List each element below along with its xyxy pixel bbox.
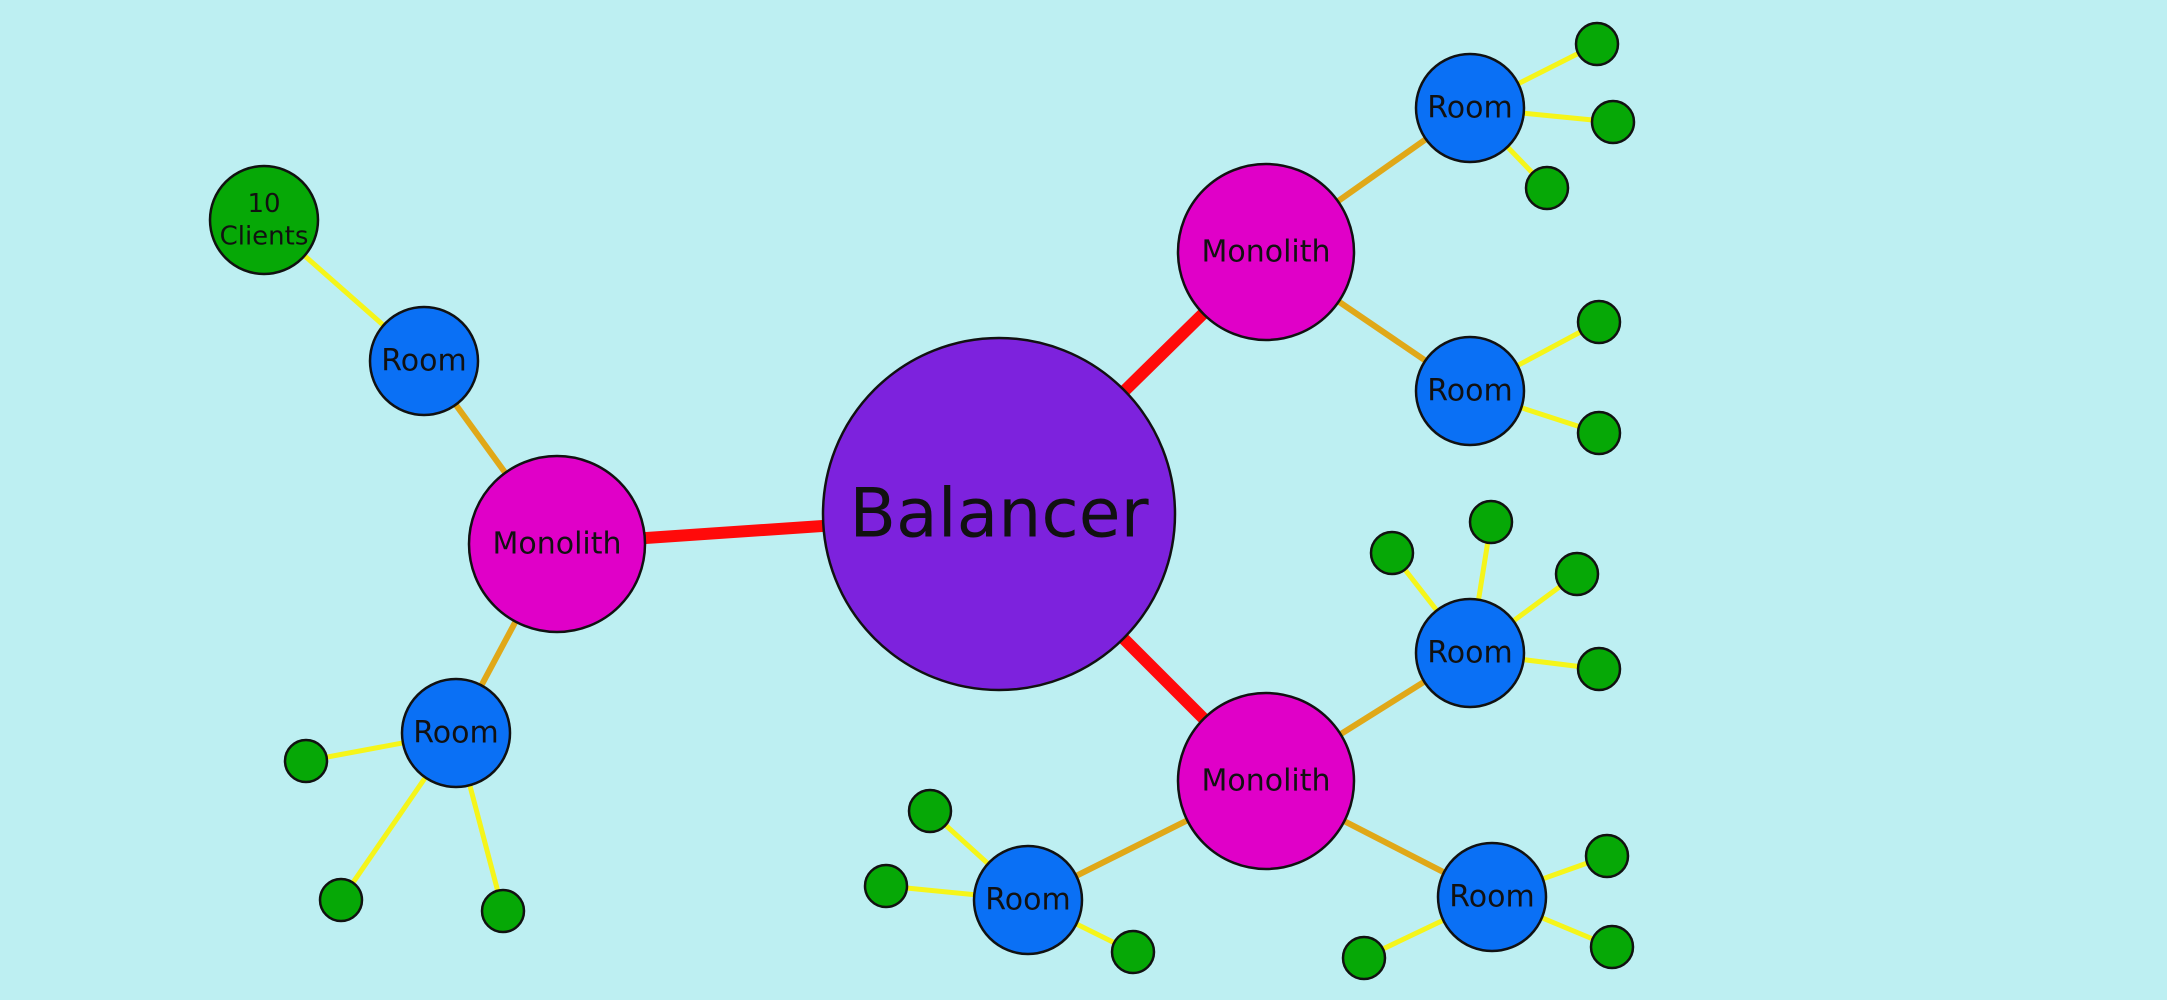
client-node <box>1590 99 1636 145</box>
client-circle <box>480 888 526 934</box>
room-circle <box>1414 335 1526 447</box>
client-node <box>1524 165 1570 211</box>
room-label: Room <box>985 883 1070 918</box>
client-circle <box>318 877 364 923</box>
room-node: Room <box>972 844 1084 956</box>
client-node <box>907 788 953 834</box>
nodes: Balancer Monolith Monolith Monolith Room Room… <box>208 21 1636 981</box>
client-circle <box>1524 165 1570 211</box>
client-circle <box>1576 299 1622 345</box>
client-circle <box>1576 410 1622 456</box>
room-circle <box>972 844 1084 956</box>
room-node: Room <box>368 305 480 417</box>
client-circle <box>1468 499 1514 545</box>
client-node <box>480 888 526 934</box>
clients-circle <box>208 164 320 276</box>
monolith-node: Monolith <box>1176 691 1356 871</box>
room-label: Room <box>1427 636 1512 671</box>
client-circle <box>283 738 329 784</box>
client-node <box>1554 551 1600 597</box>
client-circle <box>907 788 953 834</box>
room-circle <box>1436 841 1548 953</box>
monolith-node: Monolith <box>467 454 647 634</box>
client-node <box>1110 929 1156 975</box>
client-node <box>1341 935 1387 981</box>
client-node <box>1468 499 1514 545</box>
monolith-circle <box>1176 162 1356 342</box>
client-node <box>318 877 364 923</box>
monolith-circle <box>1176 691 1356 871</box>
client-circle <box>1341 935 1387 981</box>
client-node <box>1576 410 1622 456</box>
client-node <box>1576 646 1622 692</box>
balancer-label: Balancer <box>849 475 1148 554</box>
room-node: Room <box>1414 597 1526 709</box>
monolith-circle <box>467 454 647 634</box>
client-node <box>1576 299 1622 345</box>
client-circle <box>1574 21 1620 67</box>
client-circle <box>1369 530 1415 576</box>
client-circle <box>1110 929 1156 975</box>
client-node <box>1589 924 1635 970</box>
room-circle <box>368 305 480 417</box>
room-label: Room <box>1449 880 1534 915</box>
room-node: Room <box>1414 335 1526 447</box>
room-circle <box>1414 52 1526 164</box>
monolith-label: Monolith <box>1201 764 1330 799</box>
client-circle <box>1590 99 1636 145</box>
client-circle <box>863 863 909 909</box>
clients-label: Clients <box>220 221 309 251</box>
client-node <box>1369 530 1415 576</box>
client-node <box>1574 21 1620 67</box>
client-circle <box>1576 646 1622 692</box>
monolith-node: Monolith <box>1176 162 1356 342</box>
client-circle <box>1589 924 1635 970</box>
room-circle <box>400 677 512 789</box>
balancer-node: Balancer <box>821 336 1177 692</box>
room-node: Room <box>1436 841 1548 953</box>
client-node <box>283 738 329 784</box>
client-node <box>1584 833 1630 879</box>
room-circle <box>1414 597 1526 709</box>
client-circle <box>1554 551 1600 597</box>
room-label: Room <box>381 344 466 379</box>
room-label: Room <box>1427 91 1512 126</box>
client-circle <box>1584 833 1630 879</box>
monolith-label: Monolith <box>492 527 621 562</box>
client-node <box>863 863 909 909</box>
room-node: Room <box>1414 52 1526 164</box>
balancer-circle <box>821 336 1177 692</box>
monolith-label: Monolith <box>1201 235 1330 270</box>
room-node: Room <box>400 677 512 789</box>
room-label: Room <box>413 716 498 751</box>
room-label: Room <box>1427 374 1512 409</box>
clients-label: 10 <box>247 189 280 219</box>
